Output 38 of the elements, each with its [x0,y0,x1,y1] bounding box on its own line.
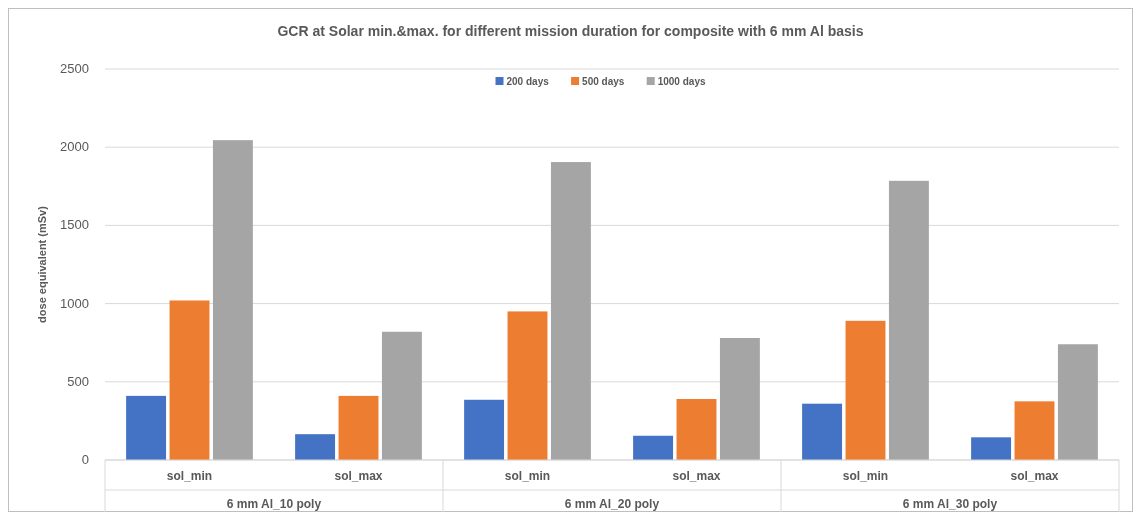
legend-label: 500 days [582,76,625,87]
bar [1014,401,1055,460]
bar [676,399,717,460]
text: 6 mm Al_30 poly [902,497,998,511]
text: 6 mm Al_20 poly [564,497,660,511]
bar [212,140,253,460]
y-tick-label: 2000 [60,139,89,155]
bar [888,180,929,460]
legend-label: 1000 days [657,76,706,87]
bar [1057,344,1098,460]
bar [126,395,167,460]
y-tick-label: 0 [81,452,89,467]
bar [464,399,505,460]
bar [802,403,843,460]
x-tick-label: sol_max [334,469,383,483]
x-tick-label: sol_min [504,469,551,483]
bar [845,320,886,460]
y-tick-label: 2500 [60,61,89,76]
x-tick-label: sol_min [842,469,889,483]
bar [971,437,1012,460]
bar [381,331,422,460]
bar [338,395,379,460]
legend-label: 200 days [506,76,550,87]
chart-title: GCR at Solar min.&max. for different mission duration for composite with 6 mm Al basis [277,23,864,39]
bar [169,300,210,460]
y-tick-label: 1500 [60,217,89,233]
bar [507,311,548,460]
bar [295,434,336,460]
x-tick-label: sol_max [672,469,721,483]
bar [550,162,591,460]
y-tick-label: 500 [67,373,89,389]
bar [719,338,760,460]
y-tick-label: 1000 [60,295,89,311]
bar [633,435,674,460]
x-tick-label: sol_min [166,469,213,483]
text: 6 mm Al_10 poly [226,497,322,511]
x-tick-label: sol_max [1010,469,1059,483]
y-axis-title: dose equivalent (mSv) [36,205,48,323]
